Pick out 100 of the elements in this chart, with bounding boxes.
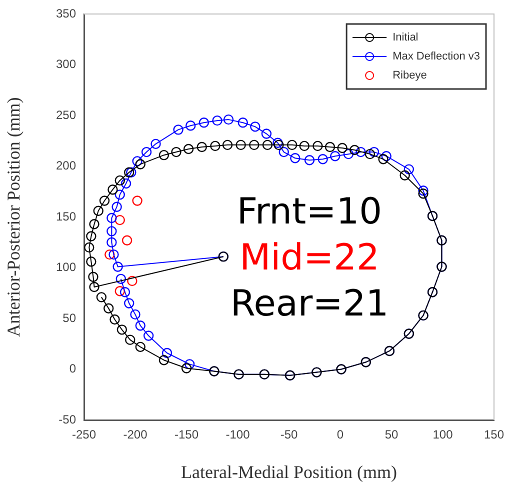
point xyxy=(99,196,110,206)
point xyxy=(106,226,117,236)
point xyxy=(88,272,98,282)
x-tick-label: -100 xyxy=(226,428,250,442)
point xyxy=(173,124,184,135)
point xyxy=(93,206,104,216)
point xyxy=(89,282,100,292)
y-tick-label: 300 xyxy=(56,57,76,72)
point xyxy=(250,122,260,132)
point xyxy=(84,242,94,253)
point xyxy=(330,151,340,162)
y-axis-title: Anterior-Posterior Position (mm) xyxy=(4,97,24,337)
point xyxy=(135,159,146,170)
legend-label: Initial xyxy=(392,32,418,44)
point xyxy=(106,212,117,224)
point xyxy=(114,175,125,186)
x-tick-label: 150 xyxy=(484,428,504,442)
point xyxy=(86,256,96,267)
y-tick-label: 100 xyxy=(56,260,76,274)
point xyxy=(122,235,132,246)
point xyxy=(186,120,196,131)
point xyxy=(120,178,132,189)
annotation: Frnt=10 xyxy=(236,191,382,232)
y-tick-label: 0 xyxy=(69,362,76,376)
annotation: Rear=21 xyxy=(230,283,389,324)
point xyxy=(108,184,118,195)
point xyxy=(150,138,161,150)
point xyxy=(210,140,220,152)
point xyxy=(304,155,315,166)
point xyxy=(127,276,138,286)
point xyxy=(418,186,428,196)
point xyxy=(108,249,119,260)
x-tick-label: 0 xyxy=(336,428,344,442)
annotation: Mid=22 xyxy=(240,237,380,278)
point xyxy=(135,342,146,352)
x-tick-label: 100 xyxy=(432,428,454,442)
point xyxy=(262,140,273,150)
point xyxy=(223,114,234,125)
point xyxy=(312,140,323,152)
point xyxy=(404,164,414,174)
point xyxy=(114,286,125,296)
point xyxy=(120,287,130,298)
point xyxy=(261,128,272,139)
x-tick-label: 50 xyxy=(384,428,398,442)
point xyxy=(124,298,134,308)
point xyxy=(181,363,192,374)
point xyxy=(116,324,128,335)
point xyxy=(196,142,207,152)
point xyxy=(106,237,117,248)
point xyxy=(183,144,194,154)
point xyxy=(381,151,392,162)
point xyxy=(86,231,96,242)
point xyxy=(171,146,182,158)
point xyxy=(356,146,366,158)
point xyxy=(104,249,115,260)
point xyxy=(132,156,142,166)
point xyxy=(249,140,260,150)
y-tick-label: 350 xyxy=(56,6,76,20)
point xyxy=(350,144,360,156)
point xyxy=(236,140,246,150)
point xyxy=(318,154,328,164)
point xyxy=(162,348,172,358)
point xyxy=(143,330,154,341)
point xyxy=(104,303,114,314)
point xyxy=(368,146,380,158)
point xyxy=(132,196,142,206)
point xyxy=(114,190,125,200)
x-axis-title: Lateral-Medial Position (mm) xyxy=(181,462,397,482)
point xyxy=(278,146,289,158)
point xyxy=(135,320,146,331)
point xyxy=(364,148,376,160)
point xyxy=(299,140,310,152)
point xyxy=(141,146,152,158)
point xyxy=(198,118,210,128)
point xyxy=(184,359,195,370)
legend-label: Max Deflection v3 xyxy=(392,50,480,63)
y-tick-label: -50 xyxy=(58,412,76,426)
legend-label: Ribeye xyxy=(392,70,427,82)
x-tick-label: -200 xyxy=(123,428,148,442)
point xyxy=(286,140,298,150)
point xyxy=(112,262,123,272)
point xyxy=(158,150,170,160)
y-tick-label: 50 xyxy=(62,310,76,325)
point xyxy=(96,292,107,302)
point xyxy=(400,170,410,180)
point xyxy=(290,153,300,164)
y-tick-label: 200 xyxy=(56,158,76,173)
x-tick-label: -250 xyxy=(72,428,96,442)
y-tick-label: 150 xyxy=(56,209,76,224)
point xyxy=(158,355,170,366)
x-tick-label: -50 xyxy=(280,428,298,442)
point xyxy=(112,202,122,212)
point xyxy=(418,188,428,199)
point xyxy=(238,118,248,128)
point xyxy=(212,115,222,126)
point xyxy=(378,154,388,164)
point xyxy=(89,219,100,230)
x-tick-label: -150 xyxy=(174,428,199,442)
point xyxy=(337,142,348,154)
point xyxy=(343,148,354,160)
